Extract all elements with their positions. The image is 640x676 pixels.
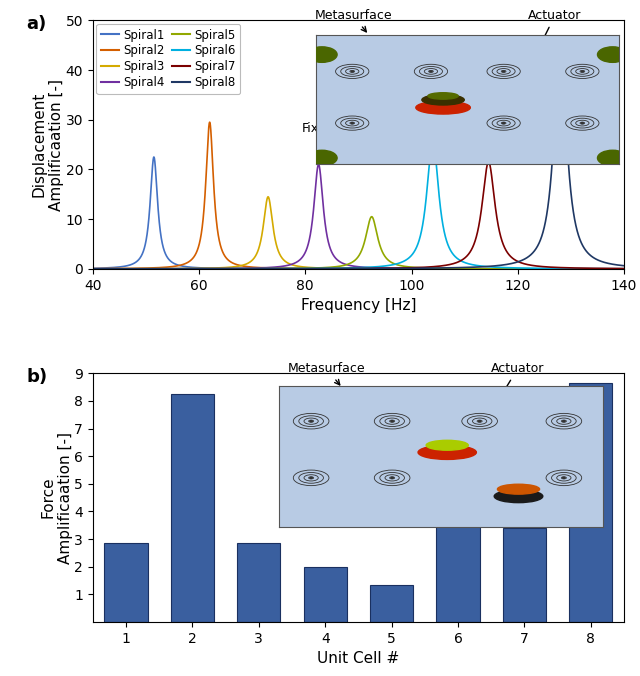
Bar: [503, 528, 546, 622]
Text: a): a): [26, 16, 47, 33]
Bar: [569, 383, 612, 622]
Text: Metasurface: Metasurface: [288, 362, 365, 385]
Y-axis label: Displacement
Amplificaation [-]: Displacement Amplificaation [-]: [31, 78, 64, 211]
Text: Actuator: Actuator: [528, 9, 582, 44]
Y-axis label: Force
Amplificaation [-]: Force Amplificaation [-]: [40, 431, 73, 564]
X-axis label: Unit Cell #: Unit Cell #: [317, 651, 399, 666]
Text: Force
Sensor: Force Sensor: [454, 487, 504, 521]
Bar: [436, 516, 479, 622]
Bar: [171, 394, 214, 622]
Text: Fixation: Fixation: [302, 116, 355, 135]
Text: b): b): [26, 368, 47, 387]
Legend: Spiral1, Spiral2, Spiral3, Spiral4, Spiral5, Spiral6, Spiral7, Spiral8: Spiral1, Spiral2, Spiral3, Spiral4, Spir…: [97, 24, 241, 94]
Text: Metasurface: Metasurface: [314, 9, 392, 32]
Bar: [303, 566, 347, 622]
Bar: [370, 585, 413, 622]
X-axis label: Frequency [Hz]: Frequency [Hz]: [301, 298, 416, 313]
Bar: [237, 544, 280, 622]
Text: Actuator: Actuator: [491, 362, 545, 400]
Bar: [104, 544, 148, 622]
